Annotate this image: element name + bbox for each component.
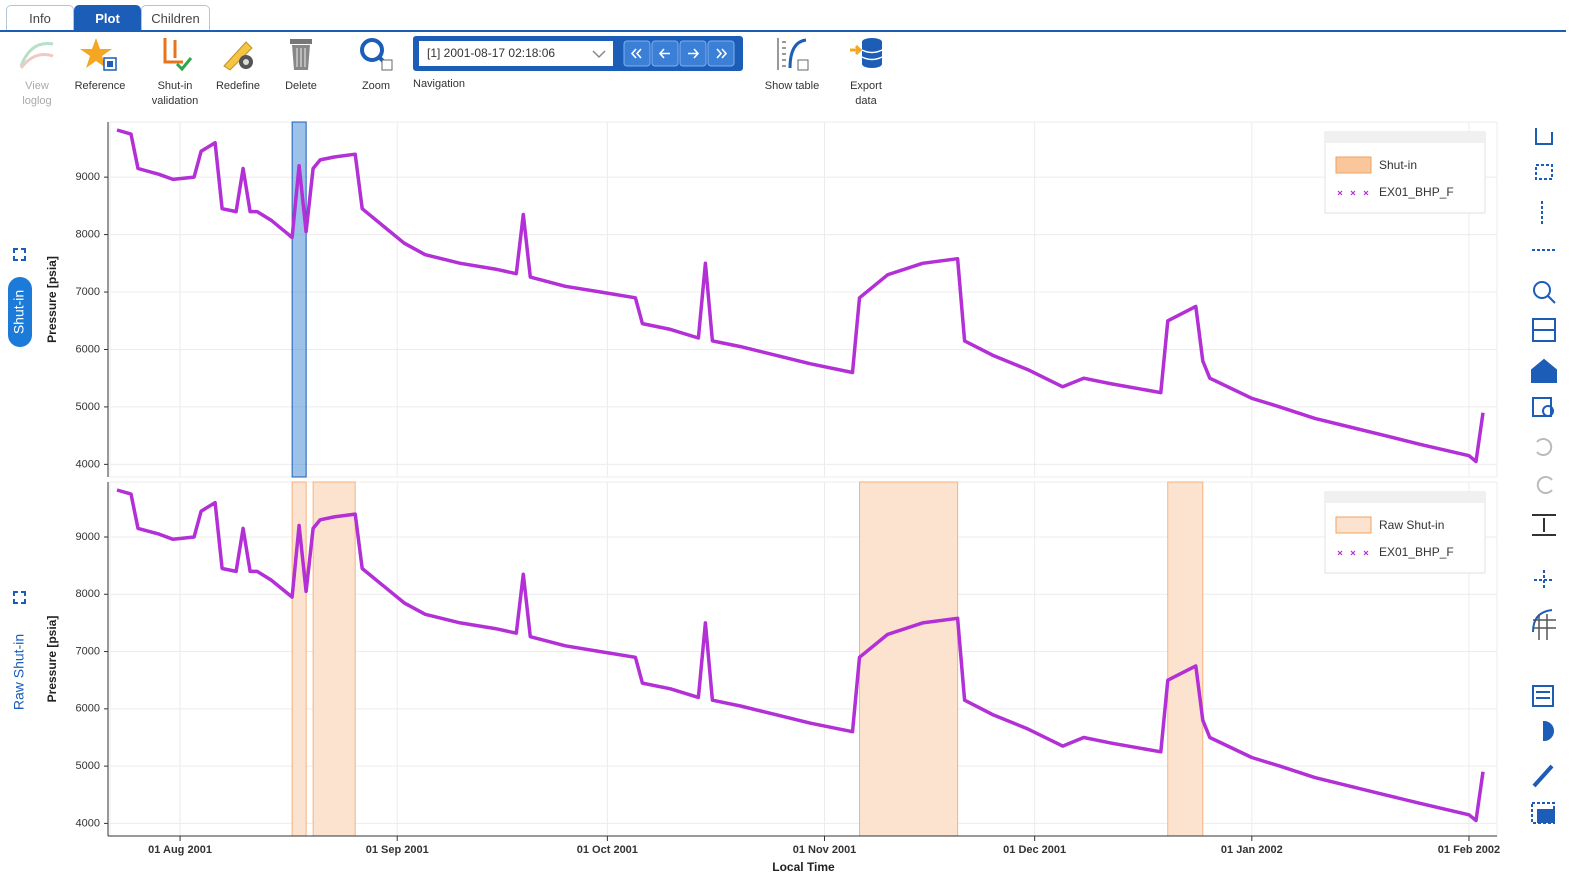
tool-label: Zoom xyxy=(361,80,391,92)
y-tick-label: 8000 xyxy=(76,228,100,240)
series-line xyxy=(116,488,1485,823)
navigation-select[interactable]: [1] 2001-08-17 02:18:06 xyxy=(419,41,613,66)
x-tick-label: 01 Feb 2002 xyxy=(1438,844,1500,856)
tool-view-loglog[interactable]: View loglog xyxy=(12,36,62,109)
legend-marker xyxy=(1337,550,1343,556)
right-toolbar xyxy=(1531,128,1557,824)
icon xyxy=(290,39,312,70)
icon xyxy=(19,41,54,69)
legend-label: Raw Shut-in xyxy=(1379,518,1444,532)
x-tick-label: 01 Jan 2002 xyxy=(1221,844,1283,856)
tab[interactable]: Info xyxy=(6,5,74,31)
tool-reference[interactable]: Reference xyxy=(72,36,128,94)
y-axis-label: Pressure [psia] xyxy=(45,616,59,703)
icon xyxy=(223,41,253,71)
panel-label[interactable]: Shut-in xyxy=(11,290,27,334)
icon xyxy=(850,38,883,68)
panel-pill[interactable] xyxy=(8,277,32,347)
icon xyxy=(777,38,809,71)
legend-header xyxy=(1325,492,1485,503)
tool-export-data[interactable]: Export data xyxy=(841,36,891,109)
legend-marker xyxy=(1350,190,1356,196)
y-tick-label: 6000 xyxy=(76,703,100,715)
panel-label[interactable]: Raw Shut-in xyxy=(11,634,27,710)
y-tick-label: 6000 xyxy=(76,343,100,355)
tab-rule xyxy=(0,30,1566,32)
plot-area xyxy=(109,121,1498,478)
tool-show-table[interactable]: Show table xyxy=(761,36,823,94)
legend-label: EX01_BHP_F xyxy=(1379,545,1454,559)
tool-redefine[interactable]: Redefine xyxy=(212,36,264,94)
tab[interactable]: Children xyxy=(141,5,210,31)
x-tick-label: 01 Dec 2001 xyxy=(1003,844,1066,856)
series-line xyxy=(116,128,1485,464)
y-tick-label: 9000 xyxy=(76,531,100,543)
tool-label: Reference xyxy=(74,80,126,92)
y-tick-label: 5000 xyxy=(76,401,100,413)
y-tick-label: 9000 xyxy=(76,171,100,183)
y-tick-label: 4000 xyxy=(76,458,100,470)
x-tick-label: 01 Nov 2001 xyxy=(793,844,857,856)
legend-marker xyxy=(1337,190,1343,196)
x-tick-label: 01 Aug 2001 xyxy=(148,844,212,856)
y-tick-label: 7000 xyxy=(76,286,100,298)
legend-swatch xyxy=(1335,156,1372,174)
tool-label: Export data xyxy=(850,80,882,107)
y-axis-label: Pressure [psia] xyxy=(45,256,59,343)
legend-label: EX01_BHP_F xyxy=(1379,185,1454,199)
tool-label: Shut-in validation xyxy=(151,80,199,107)
expand-icons[interactable] xyxy=(13,248,26,604)
legend-marker xyxy=(1363,550,1369,556)
legend-marker xyxy=(1363,190,1369,196)
shutin-span xyxy=(312,481,356,837)
x-tick-label: 01 Oct 2001 xyxy=(577,844,638,856)
tool-label: Show table xyxy=(764,80,820,92)
tool-zoom[interactable]: Zoom xyxy=(351,36,401,94)
navigation-box: [1] 2001-08-17 02:18:06 xyxy=(413,36,743,71)
legend-swatch xyxy=(1335,516,1372,534)
legend-header xyxy=(1325,132,1485,143)
y-tick-label: 4000 xyxy=(76,817,100,829)
y-tick-label: 8000 xyxy=(76,588,100,600)
navigation-label: Navigation xyxy=(413,78,465,90)
shutin-span xyxy=(859,481,959,837)
tool-label: View loglog xyxy=(22,80,52,107)
icon xyxy=(360,38,393,71)
navigation-buttons xyxy=(623,40,735,67)
icon xyxy=(163,38,193,72)
y-tick-label: 7000 xyxy=(76,645,100,657)
tool-label: Redefine xyxy=(215,80,261,92)
icon xyxy=(80,38,117,71)
tool-delete[interactable]: Delete xyxy=(276,36,326,94)
legend-label: Shut-in xyxy=(1379,158,1417,172)
legend-marker xyxy=(1350,550,1356,556)
dropdown-icon[interactable] xyxy=(585,41,613,66)
x-axis-label: Local Time xyxy=(772,860,835,874)
shutin-span xyxy=(1167,481,1204,837)
tab-active[interactable]: Plot xyxy=(74,5,141,31)
x-tick-label: 01 Sep 2001 xyxy=(366,844,429,856)
tool-shutin-validation[interactable]: Shut-in validation xyxy=(145,36,205,109)
tool-label: Delete xyxy=(285,80,317,92)
y-tick-label: 5000 xyxy=(76,760,100,772)
